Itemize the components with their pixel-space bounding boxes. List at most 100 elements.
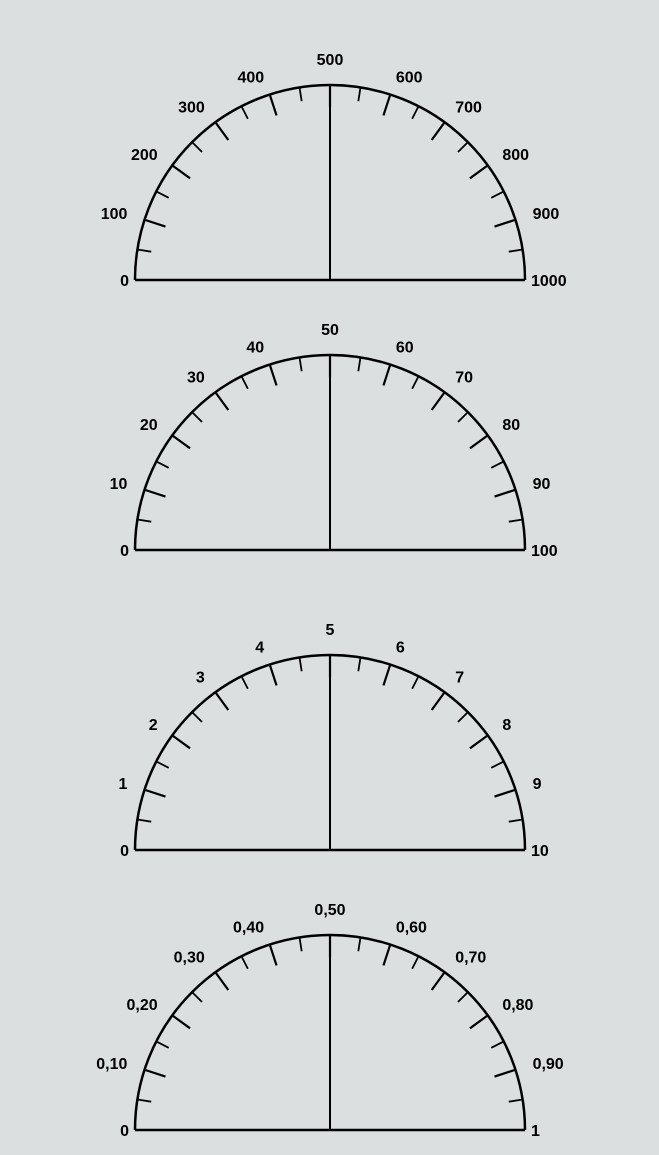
minor-tick: [412, 106, 418, 118]
major-tick: [172, 435, 190, 448]
tick-label: 100: [531, 543, 558, 560]
minor-tick: [508, 1099, 522, 1101]
tick-label: 1000: [531, 273, 567, 290]
tick-label: 6: [395, 639, 404, 656]
minor-tick: [299, 87, 301, 101]
gauge-svg: 01002003004005006007008009001000: [80, 30, 580, 300]
gauge-g1: 00,100,200,300,400,500,600,700,800,901: [80, 880, 580, 1155]
major-tick: [172, 735, 190, 748]
minor-tick: [508, 819, 522, 821]
tick-label: 10: [531, 843, 549, 860]
major-tick: [215, 692, 228, 710]
minor-tick: [241, 956, 247, 968]
gauge-g100: 0102030405060708090100: [80, 300, 580, 575]
tick-label: 10: [109, 476, 127, 493]
tick-label: 0,30: [173, 950, 204, 967]
minor-tick: [358, 937, 360, 951]
minor-tick: [192, 712, 202, 722]
tick-label: 300: [178, 100, 205, 117]
minor-tick: [137, 819, 151, 821]
tick-label: 100: [100, 206, 127, 223]
tick-label: 0,10: [96, 1056, 127, 1073]
minor-tick: [457, 712, 467, 722]
major-tick: [494, 490, 515, 497]
tick-label: 800: [502, 147, 529, 164]
major-tick: [383, 365, 390, 386]
minor-tick: [358, 657, 360, 671]
minor-tick: [491, 761, 503, 767]
tick-label: 1: [531, 1123, 540, 1140]
tick-label: 0,50: [314, 902, 345, 919]
minor-tick: [137, 519, 151, 521]
minor-tick: [299, 357, 301, 371]
minor-tick: [137, 249, 151, 251]
tick-label: 7: [455, 670, 464, 687]
minor-tick: [491, 1041, 503, 1047]
gauge-svg: 012345678910: [80, 600, 580, 870]
major-tick: [494, 220, 515, 227]
minor-tick: [457, 992, 467, 1002]
minor-tick: [241, 106, 247, 118]
major-tick: [383, 945, 390, 966]
gauge-g10: 012345678910: [80, 600, 580, 875]
major-tick: [144, 490, 165, 497]
tick-label: 20: [139, 417, 157, 434]
gauge-g1000: 01002003004005006007008009001000: [80, 30, 580, 305]
major-tick: [269, 945, 276, 966]
tick-label: 1: [118, 776, 127, 793]
minor-tick: [156, 1041, 168, 1047]
tick-label: 500: [316, 52, 343, 69]
tick-label: 700: [455, 100, 482, 117]
minor-tick: [491, 191, 503, 197]
tick-label: 0,70: [455, 950, 486, 967]
gauge-svg: 00,100,200,300,400,500,600,700,800,901: [80, 880, 580, 1150]
major-tick: [494, 790, 515, 797]
tick-label: 90: [532, 476, 550, 493]
minor-tick: [192, 142, 202, 152]
major-tick: [494, 1070, 515, 1077]
major-tick: [215, 392, 228, 410]
tick-label: 80: [502, 417, 520, 434]
tick-label: 900: [532, 206, 559, 223]
minor-tick: [241, 376, 247, 388]
major-tick: [215, 972, 228, 990]
major-tick: [144, 220, 165, 227]
tick-label: 0: [120, 273, 129, 290]
minor-tick: [192, 992, 202, 1002]
major-tick: [431, 392, 444, 410]
tick-label: 30: [187, 370, 205, 387]
major-tick: [144, 1070, 165, 1077]
tick-label: 5: [325, 622, 334, 639]
minor-tick: [412, 376, 418, 388]
minor-tick: [457, 412, 467, 422]
tick-label: 0: [120, 1123, 129, 1140]
minor-tick: [358, 357, 360, 371]
tick-label: 400: [237, 69, 264, 86]
tick-label: 0,20: [126, 997, 157, 1014]
tick-label: 600: [395, 69, 422, 86]
tick-label: 0: [120, 843, 129, 860]
minor-tick: [299, 657, 301, 671]
minor-tick: [412, 956, 418, 968]
minor-tick: [156, 461, 168, 467]
tick-label: 60: [395, 339, 413, 356]
major-tick: [383, 665, 390, 686]
major-tick: [431, 122, 444, 140]
tick-label: 0,90: [532, 1056, 563, 1073]
major-tick: [431, 692, 444, 710]
minor-tick: [508, 249, 522, 251]
tick-label: 70: [455, 370, 473, 387]
tick-label: 0,60: [395, 919, 426, 936]
major-tick: [269, 365, 276, 386]
tick-label: 40: [246, 339, 264, 356]
major-tick: [469, 435, 487, 448]
major-tick: [269, 95, 276, 116]
minor-tick: [137, 1099, 151, 1101]
tick-label: 4: [255, 639, 264, 656]
major-tick: [469, 735, 487, 748]
tick-label: 3: [195, 670, 204, 687]
minor-tick: [508, 519, 522, 521]
major-tick: [383, 95, 390, 116]
gauge-svg: 0102030405060708090100: [80, 300, 580, 570]
tick-label: 8: [502, 717, 511, 734]
